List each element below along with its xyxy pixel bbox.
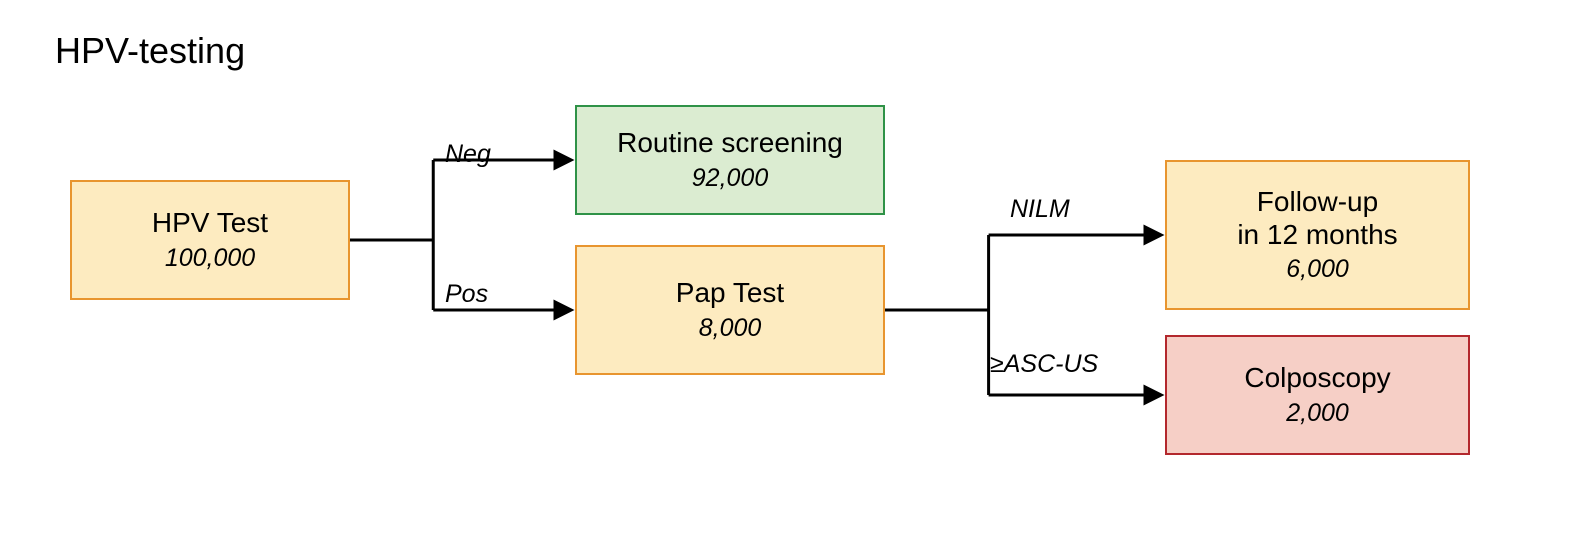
node-value: 2,000 — [1286, 399, 1349, 428]
flowchart-canvas: HPV-testing HPV Test 100,000 Routine scree… — [0, 0, 1576, 555]
node-hpv: HPV Test 100,000 — [70, 180, 350, 300]
node-label: Follow-up in 12 months — [1237, 186, 1397, 250]
node-value: 92,000 — [692, 164, 768, 193]
node-followup: Follow-up in 12 months 6,000 — [1165, 160, 1470, 310]
edge-label: Neg — [445, 140, 491, 169]
edge-label: ≥ASC-US — [990, 350, 1098, 379]
node-colposcopy: Colposcopy 2,000 — [1165, 335, 1470, 455]
node-pap: Pap Test 8,000 — [575, 245, 885, 375]
node-routine: Routine screening 92,000 — [575, 105, 885, 215]
edge-label: Pos — [445, 280, 488, 309]
node-label: HPV Test — [152, 207, 268, 239]
edge-label: NILM — [1010, 195, 1070, 224]
node-label: Routine screening — [617, 127, 843, 159]
node-value: 6,000 — [1286, 255, 1349, 284]
diagram-title: HPV-testing — [55, 30, 245, 72]
node-value: 8,000 — [699, 314, 762, 343]
node-value: 100,000 — [165, 244, 255, 273]
node-label: Colposcopy — [1244, 362, 1390, 394]
node-label: Pap Test — [676, 277, 784, 309]
